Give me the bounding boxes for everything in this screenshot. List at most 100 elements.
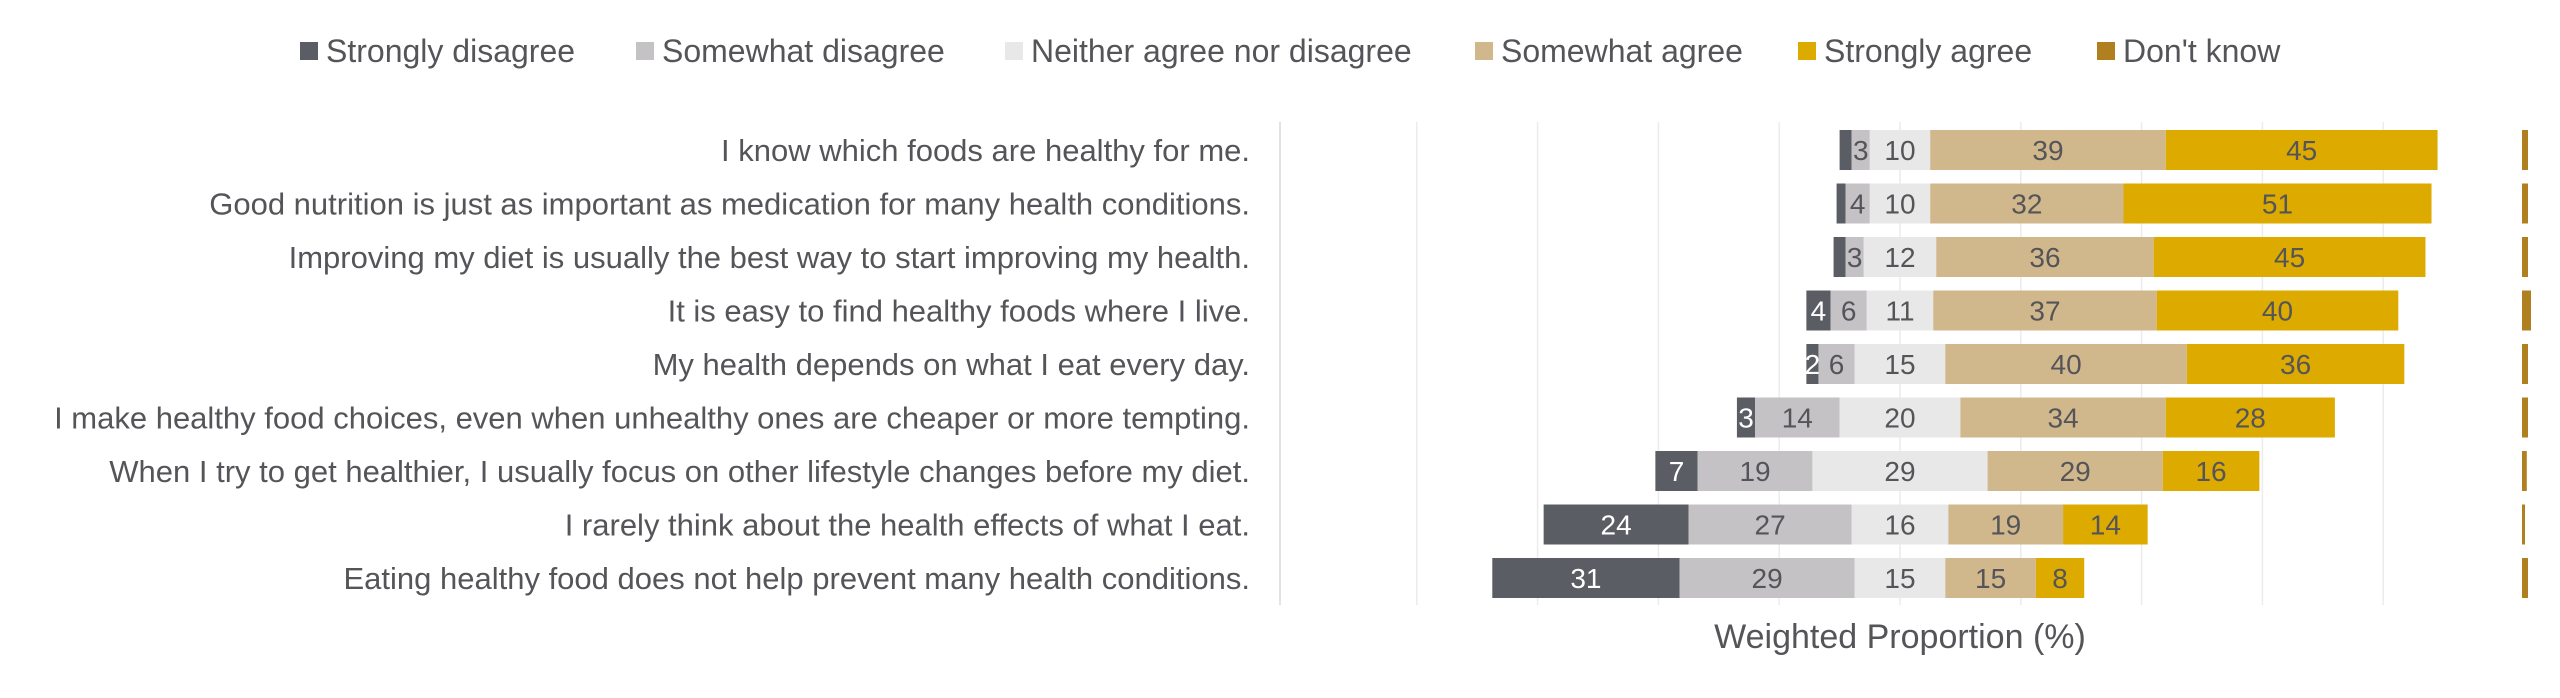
bars: 3 10 39 454 10 32 513 12 36 454 6 11 37 402 6 15 40 363 14… <box>1492 130 2438 598</box>
legend-item-strongly-agree: Strongly agree <box>1798 33 2032 69</box>
data-label: 15 <box>1884 349 1915 380</box>
bar-segment-strongly-disagree <box>1833 237 1846 277</box>
legend-swatch <box>1475 42 1493 60</box>
legend-label: Neither agree nor disagree <box>1031 33 1412 69</box>
bar-segment-neither-agree-nor-disagree <box>1854 344 1946 384</box>
bar-segment-strongly-disagree <box>1492 558 1680 598</box>
data-label: 29 <box>1752 563 1783 594</box>
data-label: 15 <box>1975 563 2006 594</box>
data-label: 10 <box>1884 189 1915 220</box>
bar-segment-strongly-agree <box>2165 397 2335 438</box>
legend-item-strongly-disagree: Strongly disagree <box>300 33 575 69</box>
bar-segment-somewhat-disagree <box>1830 290 1867 331</box>
bar-row: 4 10 32 51 <box>1836 183 2432 224</box>
bar-segment-strongly-agree <box>2186 344 2405 384</box>
legend-label: Somewhat disagree <box>662 33 945 69</box>
data-label: 27 <box>1755 510 1786 541</box>
data-label: 19 <box>1739 456 1770 487</box>
data-label: 16 <box>2195 456 2226 487</box>
bar-segment-somewhat-agree <box>1933 290 2157 331</box>
data-label: 34 <box>2048 403 2079 434</box>
bar-segment-strongly-agree <box>2165 130 2438 170</box>
bar-segment-somewhat-disagree <box>1688 504 1852 545</box>
bar-segment-strongly-disagree <box>1839 130 1852 170</box>
data-label: 3 <box>1847 242 1863 273</box>
data-label: 12 <box>1884 242 1915 273</box>
legend-item-somewhat-agree: Somewhat agree <box>1475 33 1743 69</box>
bar-segment-strongly-disagree <box>1736 397 1756 438</box>
category-label: I make healthy food choices, even when u… <box>54 401 1250 436</box>
data-label: 7 <box>1669 456 1685 487</box>
bar-segment-don-t-know <box>2522 290 2531 331</box>
bar-segment-somewhat-disagree <box>1679 558 1855 598</box>
bar-row: 3 14 20 34 28 <box>1736 397 2335 438</box>
legend-label: Don't know <box>2123 33 2281 69</box>
category-label: My health depends on what I eat every da… <box>653 347 1250 382</box>
data-label: 11 <box>1885 296 1914 327</box>
data-label: 28 <box>2235 403 2266 434</box>
bar-segment-somewhat-agree <box>1948 504 2064 545</box>
legend-item-don-t-know: Don't know <box>2097 33 2281 69</box>
data-label: 3 <box>1853 135 1869 166</box>
bar-segment-somewhat-disagree <box>1845 183 1870 224</box>
bar-row: 31 29 15 15 8 <box>1492 558 2085 598</box>
bar-segment-neither-agree-nor-disagree <box>1866 290 1934 331</box>
legend-label: Strongly agree <box>1824 33 2032 69</box>
bar-row: 3 10 39 45 <box>1839 130 2438 170</box>
bar-segment-somewhat-agree <box>1936 237 2154 277</box>
data-label: 36 <box>2029 242 2060 273</box>
x-axis-title: Weighted Proportion (%) <box>1714 618 2086 656</box>
category-labels: I know which foods are healthy for me. Go… <box>54 133 1250 596</box>
data-label: 40 <box>2262 296 2293 327</box>
legend-swatch <box>2097 42 2115 60</box>
bar-segment-strongly-disagree <box>1806 344 1819 384</box>
data-label: 2 <box>1805 349 1821 380</box>
data-label: 45 <box>2274 242 2305 273</box>
bar-segment-don-t-know <box>2522 130 2528 170</box>
bar-segment-strongly-disagree <box>1543 504 1689 545</box>
bar-segment-don-t-know <box>2522 397 2528 438</box>
bar-segment-neither-agree-nor-disagree <box>1863 237 1937 277</box>
bar-segment-strongly-agree <box>2153 237 2426 277</box>
bar-segment-neither-agree-nor-disagree <box>1812 451 1988 491</box>
bar-segment-don-t-know <box>2522 237 2528 277</box>
bar-segment-somewhat-disagree <box>1697 451 1813 491</box>
data-label: 6 <box>1841 296 1857 327</box>
data-label: 29 <box>2060 456 2091 487</box>
data-label: 10 <box>1884 135 1915 166</box>
bar-segment-don-t-know <box>2522 504 2525 545</box>
data-label: 37 <box>2029 296 2060 327</box>
bar-segment-neither-agree-nor-disagree <box>1854 558 1946 598</box>
data-label: 32 <box>2011 189 2042 220</box>
category-label: I rarely think about the health effects … <box>565 508 1250 543</box>
bar-segment-strongly-agree <box>2156 290 2399 331</box>
data-label: 3 <box>1738 403 1754 434</box>
category-label: I know which foods are healthy for me. <box>721 133 1250 168</box>
bar-segment-neither-agree-nor-disagree <box>1851 504 1949 545</box>
dont-know-bars <box>2522 130 2531 598</box>
category-label: When I try to get healthier, I usually f… <box>109 454 1250 489</box>
data-label: 15 <box>1884 563 1915 594</box>
data-label: 8 <box>2052 563 2068 594</box>
bar-segment-don-t-know <box>2522 344 2528 384</box>
data-label: 29 <box>1884 456 1915 487</box>
data-label: 45 <box>2286 135 2317 166</box>
bar-segment-strongly-agree <box>2123 183 2432 224</box>
bar-segment-strongly-agree <box>2063 504 2148 545</box>
legend-swatch <box>636 42 654 60</box>
legend-item-neither-agree-nor-disagree: Neither agree nor disagree <box>1005 33 1412 69</box>
bar-segment-strongly-agree <box>2035 558 2085 598</box>
legend: Strongly disagree Somewhat disagree Neithe… <box>300 33 2281 69</box>
bar-segment-neither-agree-nor-disagree <box>1839 397 1961 438</box>
data-label: 40 <box>2051 349 2082 380</box>
bar-segment-don-t-know <box>2522 558 2528 598</box>
data-label: 4 <box>1850 189 1866 220</box>
data-label: 19 <box>1990 510 2021 541</box>
legend-swatch <box>1005 42 1023 60</box>
bar-segment-somewhat-disagree <box>1818 344 1855 384</box>
category-label: Improving my diet is usually the best wa… <box>289 240 1250 275</box>
bar-segment-somewhat-disagree <box>1851 130 1870 170</box>
bar-segment-somewhat-disagree <box>1755 397 1840 438</box>
